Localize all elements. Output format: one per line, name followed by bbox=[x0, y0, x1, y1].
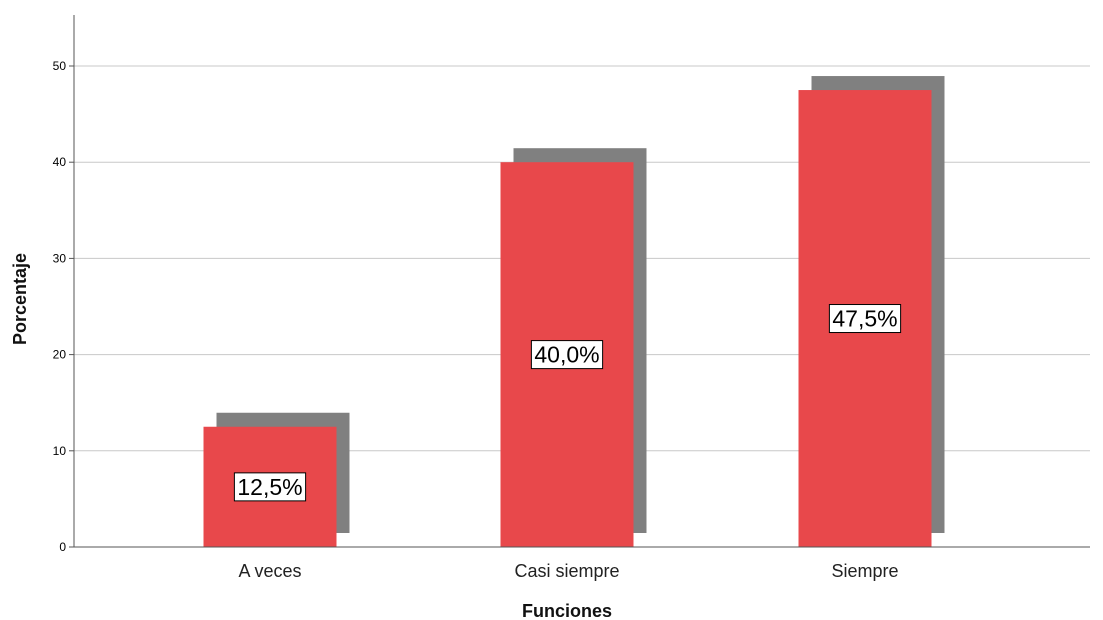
data-label: 47,5% bbox=[828, 304, 902, 334]
axes bbox=[73, 15, 1090, 548]
y-tick-label: 30 bbox=[53, 251, 67, 265]
data-label-box bbox=[233, 472, 307, 502]
x-tick-label: Siempre bbox=[831, 561, 898, 581]
data-label-box bbox=[530, 340, 604, 370]
y-tick-label: 0 bbox=[59, 540, 66, 554]
data-label: 40,0% bbox=[530, 340, 604, 370]
y-tick-label: 20 bbox=[53, 348, 67, 362]
data-labels: 12,5% 40,0% 47,5% bbox=[233, 304, 902, 502]
y-tick-label: 50 bbox=[53, 59, 67, 73]
y-tick-labels: 0 10 20 30 40 50 bbox=[53, 59, 74, 554]
y-tick-label: 10 bbox=[53, 444, 67, 458]
y-tick-label: 40 bbox=[53, 155, 67, 169]
data-label-text: 47,5% bbox=[832, 306, 897, 332]
x-axis-title: Funciones bbox=[522, 601, 612, 620]
data-label-text: 12,5% bbox=[237, 474, 302, 500]
y-axis-title: Porcentaje bbox=[10, 253, 30, 345]
x-tick-label: A veces bbox=[238, 561, 301, 581]
data-label-text: 40,0% bbox=[534, 342, 599, 368]
data-label-box bbox=[828, 304, 902, 334]
x-tick-label: Casi siempre bbox=[514, 561, 619, 581]
x-tick-labels: A veces Casi siempre Siempre bbox=[238, 561, 898, 581]
data-label: 12,5% bbox=[233, 472, 307, 502]
